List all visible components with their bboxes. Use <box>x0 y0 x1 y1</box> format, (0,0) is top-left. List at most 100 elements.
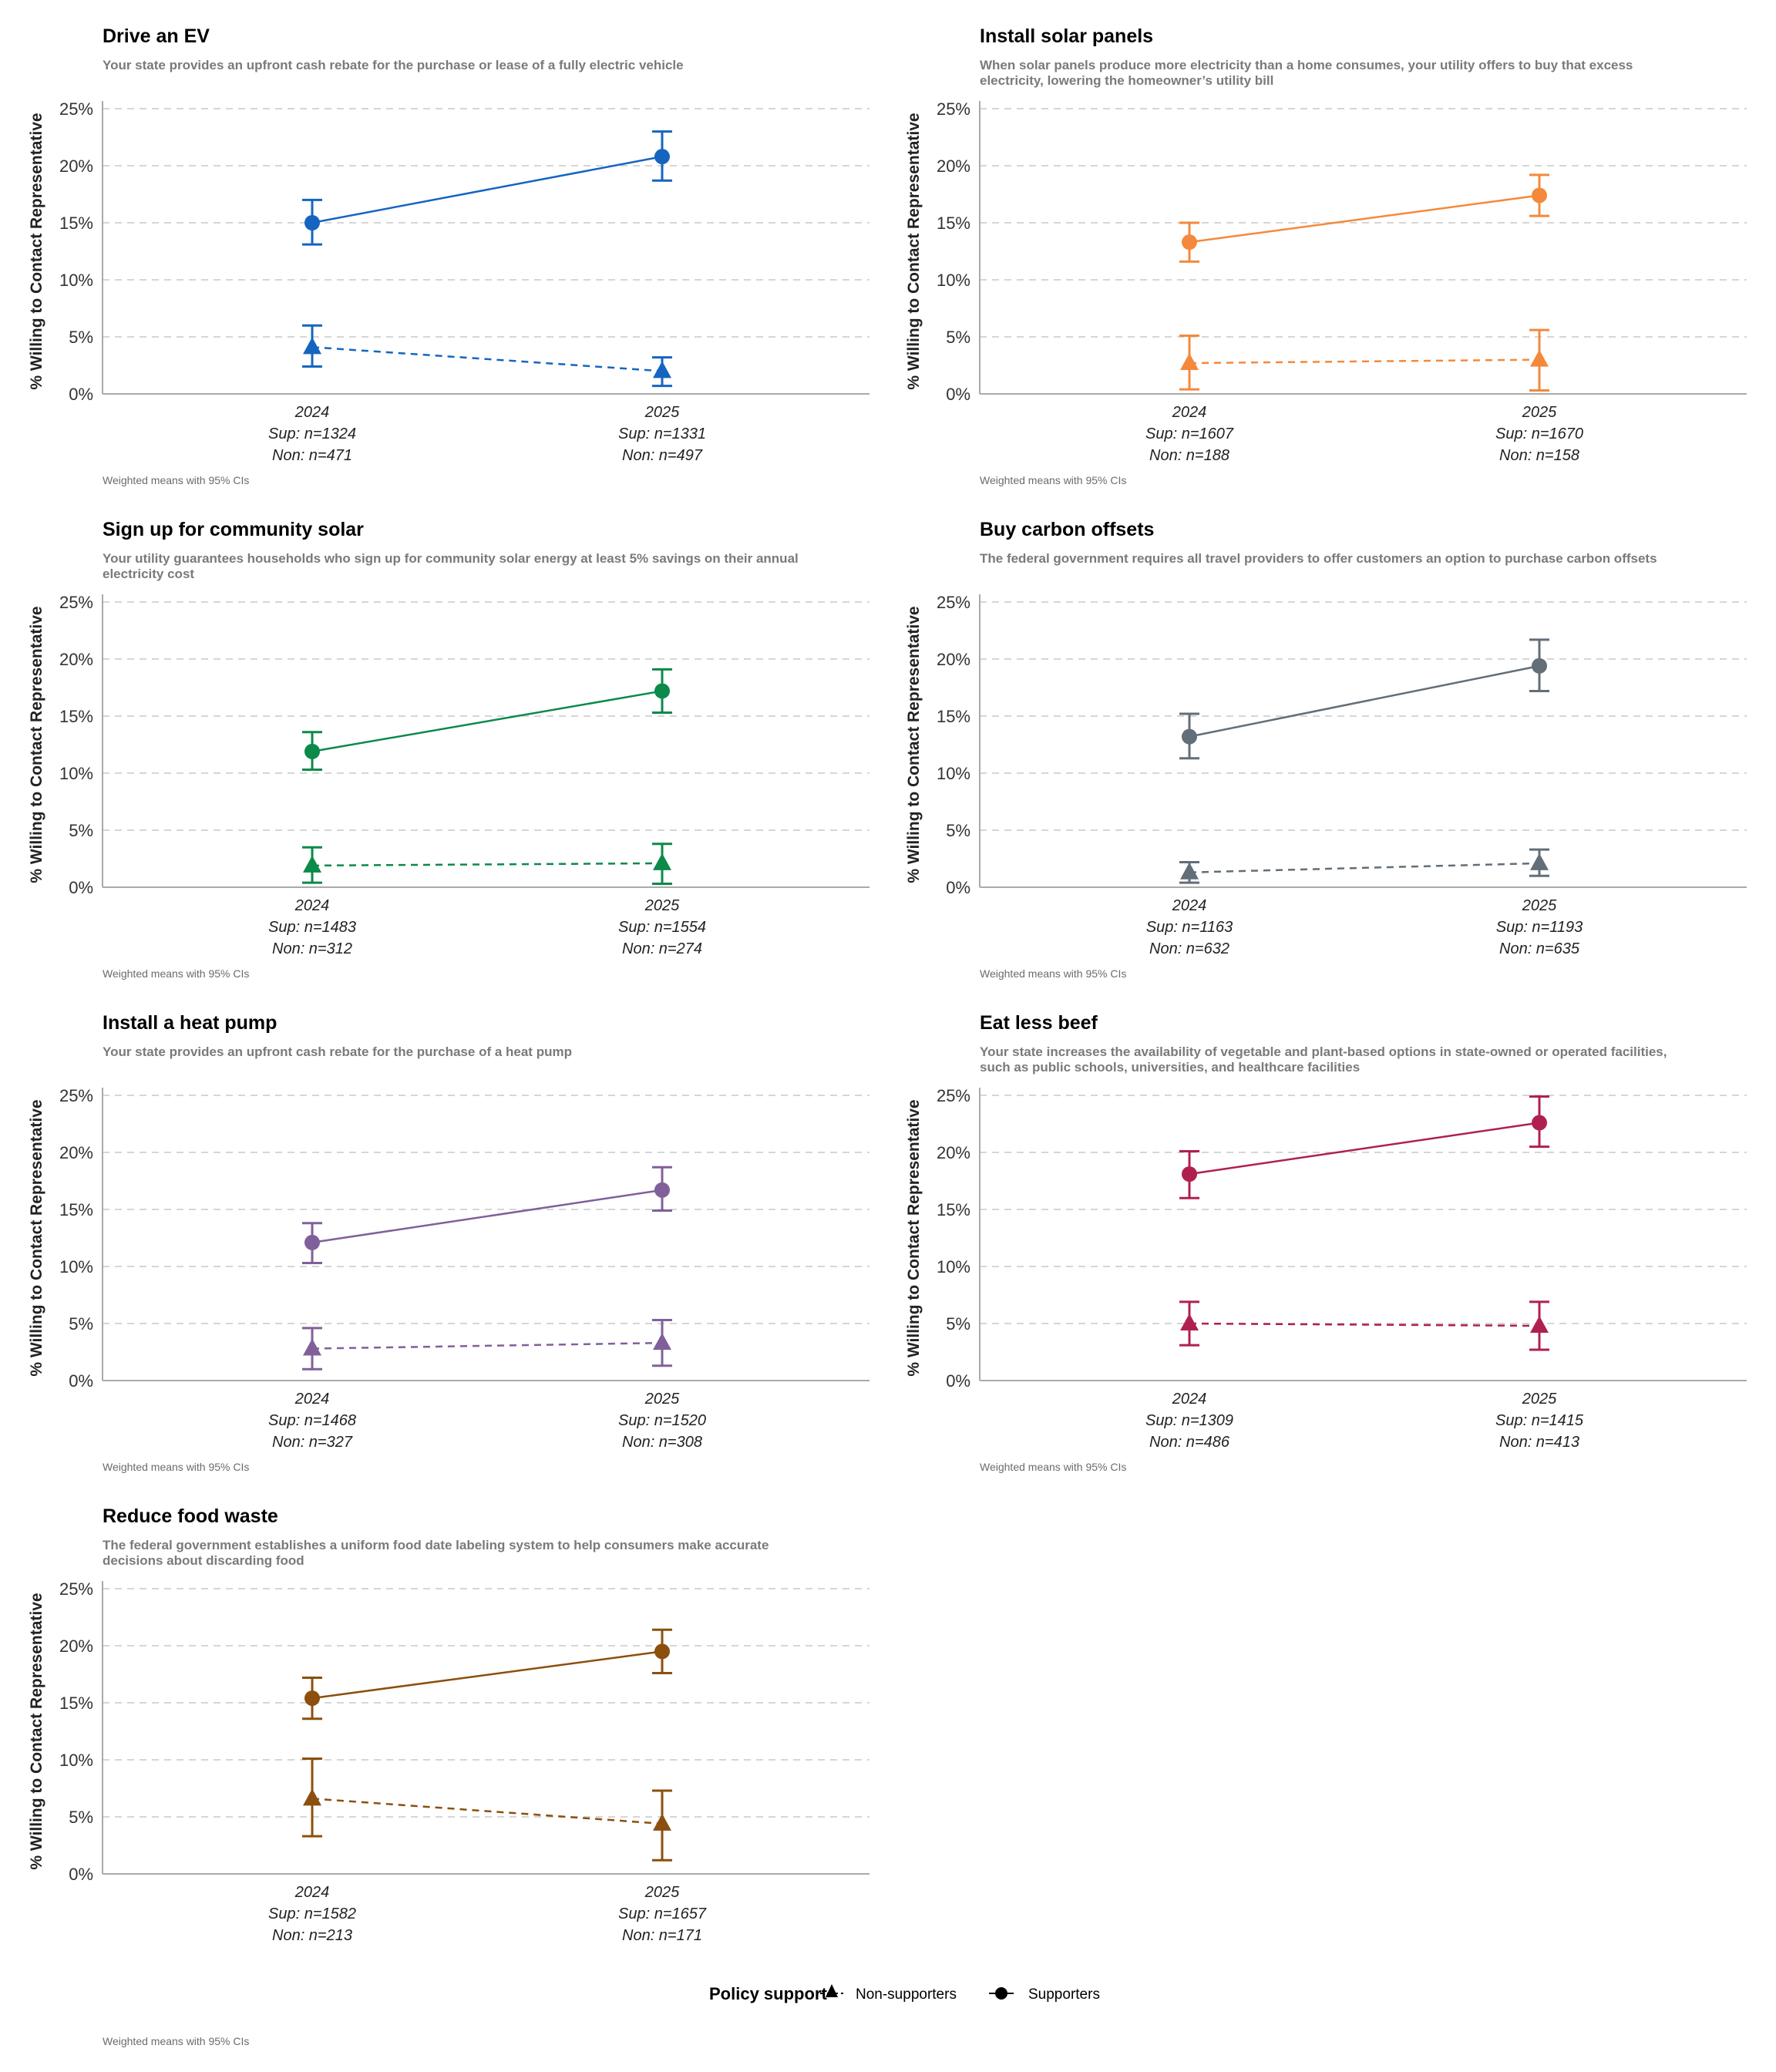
y-tick-label: 5% <box>69 328 93 347</box>
series-supporters <box>1179 1095 1549 1199</box>
legend-title: Policy support <box>709 1984 827 2003</box>
y-axis-title: % Willing to Contact Representative <box>28 1593 45 1869</box>
y-tick-label: 20% <box>937 650 970 669</box>
legend-item-non-supporters: Non-supporters <box>820 1984 957 2003</box>
x-tick-label: 2025 <box>644 404 680 421</box>
data-point-circle <box>654 149 670 165</box>
trend-line-dashed <box>1189 358 1540 365</box>
data-point-triangle <box>303 1338 321 1356</box>
y-tick-label: 0% <box>946 385 970 404</box>
panel-title: Sign up for community solar <box>103 519 364 540</box>
y-axis-title: % Willing to Contact Representative <box>905 1099 923 1376</box>
y-axis-title: % Willing to Contact Representative <box>28 606 45 883</box>
trend-line-solid <box>311 1650 663 1700</box>
y-axis-title: % Willing to Contact Representative <box>28 1099 45 1376</box>
data-point-circle <box>654 683 670 699</box>
panel-title: Reduce food waste <box>103 1505 278 1527</box>
y-tick-label: 0% <box>69 385 93 404</box>
sample-size-label: Sup: n=1324 <box>268 426 356 442</box>
trend-line-dashed <box>311 1798 663 1825</box>
panel-caption: Weighted means with 95% CIs <box>103 1461 249 1473</box>
y-axis-title: % Willing to Contact Representative <box>905 113 923 389</box>
x-tick-label: 2024 <box>1172 404 1207 421</box>
y-tick-label: 15% <box>59 214 93 233</box>
panel-caption: Weighted means with 95% CIs <box>103 967 249 980</box>
sample-size-label: Sup: n=1520 <box>618 1412 706 1429</box>
panel-caption: Weighted means with 95% CIs <box>980 967 1126 980</box>
y-axis-title: % Willing to Contact Representative <box>28 113 45 389</box>
x-tick-label: 2025 <box>1522 1391 1557 1408</box>
data-point-triangle <box>1530 853 1549 870</box>
sample-size-label: Sup: n=1468 <box>268 1412 356 1429</box>
panel-caption: Weighted means with 95% CIs <box>980 474 1126 486</box>
chart-panel-5: Install a heat pump Your state provides a… <box>28 1012 870 1473</box>
chart-panel-1: Drive an EV Your state provides an upfron… <box>28 25 870 486</box>
sample-size-label: Non: n=188 <box>1149 447 1229 464</box>
trend-line-dashed <box>311 1341 663 1350</box>
sample-size-label: Non: n=274 <box>622 940 702 957</box>
y-tick-label: 15% <box>937 707 970 726</box>
series-supporters <box>1179 638 1549 760</box>
sample-size-label: Sup: n=1554 <box>618 919 706 936</box>
panel-subtitle-line: Your state provides an upfront cash reba… <box>103 58 684 72</box>
sample-size-label: Sup: n=1415 <box>1495 1412 1584 1429</box>
panel-subtitle-line: Your state provides an upfront cash reba… <box>103 1044 572 1059</box>
data-point-circle <box>1532 1115 1547 1131</box>
panel-title: Eat less beef <box>980 1012 1098 1034</box>
y-tick-label: 10% <box>59 1257 93 1276</box>
y-tick-label: 5% <box>69 1808 93 1827</box>
y-tick-label: 20% <box>59 156 93 176</box>
y-tick-label: 10% <box>937 1257 970 1276</box>
y-tick-label: 5% <box>69 1314 93 1334</box>
y-axis-title: % Willing to Contact Representative <box>905 606 923 883</box>
sample-size-label: Non: n=486 <box>1149 1434 1230 1451</box>
y-tick-label: 25% <box>937 1086 970 1105</box>
x-tick-label: 2025 <box>644 1884 680 1901</box>
y-tick-label: 10% <box>937 764 970 783</box>
y-tick-label: 20% <box>59 1636 93 1656</box>
data-point-circle <box>1182 1166 1197 1182</box>
sample-size-label: Sup: n=1331 <box>618 426 706 442</box>
data-point-triangle <box>653 361 671 378</box>
sample-size-label: Non: n=413 <box>1499 1434 1579 1451</box>
data-point-triangle <box>303 337 321 355</box>
series-supporters <box>302 130 672 246</box>
x-tick-label: 2025 <box>1522 404 1557 421</box>
panel-title: Drive an EV <box>103 25 210 47</box>
y-tick-label: 20% <box>59 1143 93 1162</box>
sample-size-label: Non: n=635 <box>1499 940 1580 957</box>
y-tick-label: 20% <box>59 650 93 669</box>
chart-panel-7: Reduce food waste The federal government … <box>28 1505 870 1944</box>
series-supporters <box>302 668 672 772</box>
y-tick-label: 5% <box>946 1314 970 1334</box>
x-tick-label: 2024 <box>294 1391 330 1408</box>
y-tick-label: 0% <box>69 878 93 897</box>
data-point-triangle <box>653 853 671 870</box>
y-tick-label: 10% <box>59 1751 93 1770</box>
trend-line-solid <box>311 690 663 753</box>
sample-size-label: Sup: n=1582 <box>268 1906 356 1922</box>
chart-panel-2: Install solar panels When solar panels pr… <box>905 25 1747 486</box>
series-supporters <box>1179 173 1549 263</box>
y-tick-label: 20% <box>937 156 970 176</box>
circle-marker-icon <box>995 1987 1007 2000</box>
chart-panels: Drive an EV Your state provides an upfron… <box>28 25 1747 1944</box>
panel-subtitle-line: The federal government requires all trav… <box>980 551 1657 566</box>
sample-size-label: Non: n=158 <box>1499 447 1579 464</box>
data-point-circle <box>304 215 320 230</box>
sample-size-label: Sup: n=1670 <box>1495 426 1583 442</box>
sample-size-label: Non: n=471 <box>272 447 352 464</box>
series-non-supporters <box>302 324 672 388</box>
series-non-supporters <box>302 1319 672 1371</box>
y-tick-label: 0% <box>946 1371 970 1391</box>
trend-line-dashed <box>311 346 663 372</box>
legend: Policy support Non-supporters Supporters <box>709 1984 1100 2003</box>
legend-label-supporters: Supporters <box>1028 1986 1100 2003</box>
y-tick-label: 5% <box>946 328 970 347</box>
panel-subtitle-line: When solar panels produce more electrici… <box>980 58 1633 72</box>
data-point-triangle <box>1530 1315 1549 1333</box>
data-point-circle <box>1182 728 1197 745</box>
panel-caption: Weighted means with 95% CIs <box>103 474 249 486</box>
data-point-circle <box>304 1234 320 1250</box>
